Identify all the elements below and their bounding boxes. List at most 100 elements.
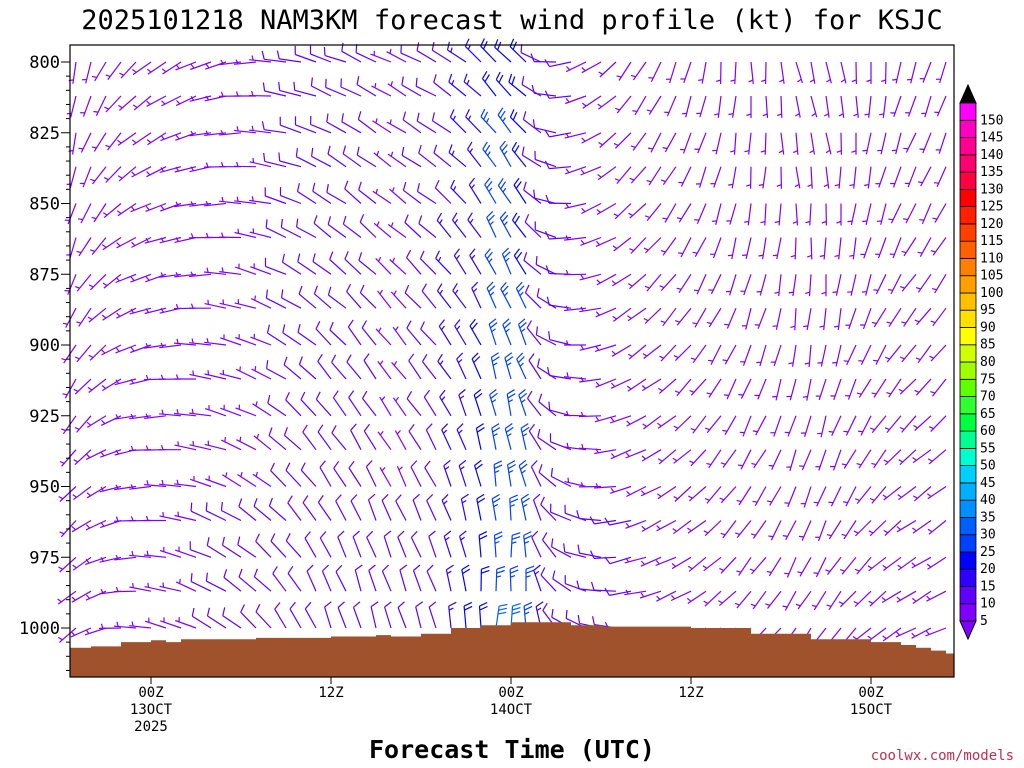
wind-barb bbox=[520, 493, 530, 521]
wind-barb bbox=[502, 318, 512, 346]
wind-barb bbox=[825, 61, 832, 84]
barb-feather bbox=[480, 108, 486, 117]
barb-feather bbox=[312, 182, 316, 192]
barb-shaft bbox=[296, 226, 317, 239]
wind-barb bbox=[220, 501, 242, 522]
wind-barb bbox=[564, 235, 587, 241]
barb-shaft bbox=[327, 224, 347, 238]
wind-barb bbox=[499, 211, 512, 238]
wind-barb bbox=[805, 274, 812, 297]
barb-feather bbox=[443, 530, 452, 537]
wind-barb bbox=[784, 557, 797, 578]
barb-shaft bbox=[499, 147, 512, 168]
barb-shaft bbox=[396, 465, 407, 487]
wind-barb bbox=[698, 61, 707, 84]
barb-half-feather bbox=[736, 570, 742, 573]
barb-shaft bbox=[595, 307, 617, 318]
barb-feather bbox=[532, 119, 536, 128]
wind-barb bbox=[175, 578, 197, 592]
wind-barb bbox=[738, 449, 752, 470]
barb-half-feather bbox=[161, 409, 164, 415]
barb-half-feather bbox=[673, 425, 679, 429]
barb-half-feather bbox=[131, 621, 134, 627]
barb-half-feather bbox=[190, 271, 194, 277]
barb-half-feather bbox=[662, 147, 668, 150]
barb-feather bbox=[576, 510, 580, 519]
wind-barb bbox=[752, 486, 767, 506]
barb-feather bbox=[456, 352, 464, 360]
y-tick-label: 950 bbox=[29, 478, 60, 498]
wind-barb bbox=[66, 95, 77, 118]
barb-half-feather bbox=[580, 411, 584, 417]
barb-shaft bbox=[694, 237, 707, 257]
barb-shaft bbox=[251, 368, 272, 380]
barb-feather bbox=[474, 459, 482, 466]
wind-barb bbox=[458, 459, 467, 487]
colorbar-swatch bbox=[959, 534, 977, 553]
barb-shaft bbox=[454, 325, 467, 346]
wind-barb bbox=[66, 237, 77, 259]
wind-barb bbox=[205, 475, 227, 488]
barb-feather bbox=[267, 394, 271, 404]
barb-shaft bbox=[646, 203, 662, 221]
wind-barb bbox=[114, 621, 137, 629]
wind-barb bbox=[410, 460, 422, 487]
barb-half-feather bbox=[704, 427, 710, 431]
barb-half-feather bbox=[452, 115, 456, 121]
barb-shaft bbox=[281, 226, 302, 239]
colorbar-level-label: 45 bbox=[980, 476, 996, 491]
wind-barb bbox=[72, 556, 92, 571]
barb-feather bbox=[238, 498, 243, 507]
barb-half-feather bbox=[88, 354, 94, 359]
wind-barb bbox=[565, 95, 587, 105]
barb-feather bbox=[363, 353, 370, 361]
wind-barb bbox=[315, 391, 332, 417]
wind-barb bbox=[451, 212, 467, 238]
barb-shaft bbox=[884, 449, 902, 466]
barb-shaft bbox=[731, 166, 737, 189]
barb-half-feather bbox=[671, 562, 676, 567]
barb-feather bbox=[436, 212, 443, 221]
barb-half-feather bbox=[674, 390, 680, 394]
barb-shaft bbox=[863, 237, 872, 259]
barb-half-feather bbox=[565, 168, 570, 173]
wind-barb bbox=[114, 554, 137, 561]
wind-barb bbox=[535, 256, 557, 275]
barb-half-feather bbox=[132, 69, 137, 73]
barb-half-feather bbox=[117, 175, 123, 179]
wind-barb bbox=[144, 413, 167, 419]
barb-shaft bbox=[769, 486, 782, 506]
barb-shaft bbox=[833, 378, 842, 400]
barb-half-feather bbox=[255, 401, 258, 407]
colorbar-swatch bbox=[959, 551, 977, 570]
wind-barb bbox=[766, 556, 782, 577]
barb-half-feather bbox=[768, 535, 774, 538]
barb-shaft bbox=[903, 307, 917, 327]
barb-feather bbox=[513, 248, 520, 256]
barb-feather bbox=[265, 219, 268, 228]
barb-shaft bbox=[89, 273, 107, 291]
barb-feather bbox=[190, 502, 193, 512]
wind-barb bbox=[687, 486, 707, 502]
barb-half-feather bbox=[828, 430, 834, 433]
barb-feather bbox=[490, 392, 498, 399]
chart-title: 2025101218 NAM3KM forecast wind profile … bbox=[81, 5, 943, 36]
wind-barb bbox=[234, 228, 257, 239]
barb-half-feather bbox=[62, 393, 68, 396]
barb-feather bbox=[535, 326, 538, 336]
barb-feather bbox=[461, 493, 469, 500]
wind-barb bbox=[129, 307, 152, 315]
wind-barb bbox=[159, 236, 182, 244]
wind-barb bbox=[337, 530, 347, 558]
wind-barb bbox=[770, 415, 782, 437]
barb-shaft bbox=[843, 449, 857, 469]
barb-half-feather bbox=[774, 291, 780, 294]
barb-shaft bbox=[854, 520, 872, 537]
barb-shaft bbox=[459, 536, 467, 558]
wind-barb bbox=[884, 415, 902, 433]
barb-feather bbox=[547, 366, 550, 376]
barb-half-feather bbox=[89, 249, 95, 252]
barb-half-feather bbox=[205, 95, 210, 101]
wind-barb bbox=[730, 132, 737, 155]
wind-barb bbox=[475, 423, 485, 450]
